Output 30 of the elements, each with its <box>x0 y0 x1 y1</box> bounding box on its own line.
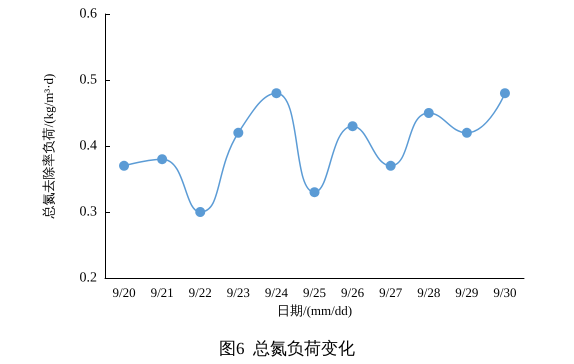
y-axis-title: 总氮去除率负荷/(kg/m³·d) <box>41 74 56 220</box>
point <box>310 187 320 198</box>
x-tick-label: 9/27 <box>379 285 403 300</box>
point <box>462 128 472 138</box>
x-axis-title: 日期/(mm/dd) <box>276 302 352 318</box>
x-tick-label: 9/25 <box>302 285 326 300</box>
x-tick-label: 9/20 <box>112 285 136 300</box>
point <box>348 121 358 132</box>
point <box>157 154 168 164</box>
y-tick-label: 0.5 <box>80 72 97 88</box>
x-tick-label: 9/26 <box>341 285 365 300</box>
x-tick-label: 9/23 <box>226 285 250 300</box>
y-tick-label: 0.4 <box>80 138 97 154</box>
point <box>119 160 130 171</box>
x-tick-label: 9/22 <box>188 285 212 300</box>
x-tick-label: 9/30 <box>493 285 517 300</box>
point <box>500 88 510 98</box>
y-tick-label: 0.2 <box>80 270 97 286</box>
point <box>424 108 434 118</box>
x-tick-label: 9/24 <box>264 285 288 300</box>
text: 图6 总氮负荷变化 <box>219 339 355 358</box>
x-tick-label: 9/29 <box>455 285 478 300</box>
point <box>386 160 396 171</box>
x-tick-label: 9/28 <box>417 285 440 300</box>
y-tick-label: 0.6 <box>80 6 97 22</box>
y-tick-label: 0.3 <box>80 204 97 220</box>
point <box>195 207 206 217</box>
point <box>233 128 244 138</box>
x-tick-label: 9/21 <box>150 285 174 300</box>
point <box>271 88 282 98</box>
